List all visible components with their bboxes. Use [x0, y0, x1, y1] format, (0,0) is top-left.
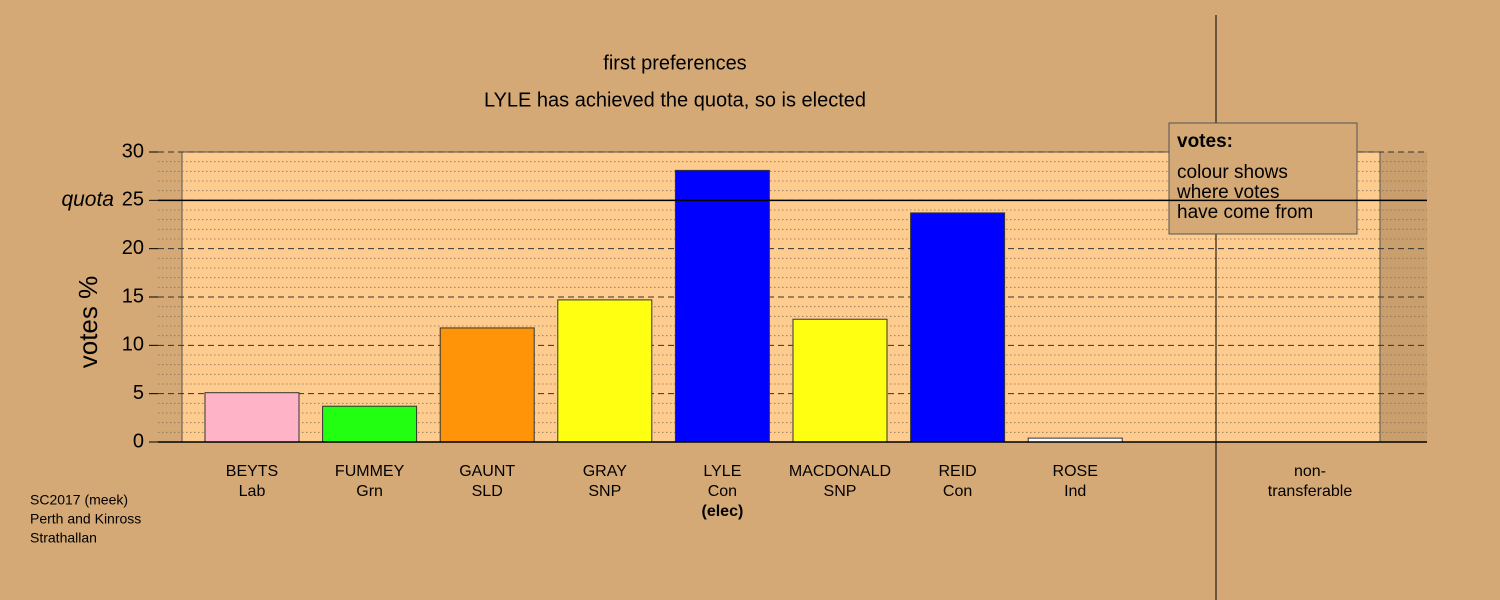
y-tick-label: 10	[122, 334, 144, 356]
x-tick-label: transferable	[1268, 483, 1353, 500]
x-tick-label: non-	[1294, 463, 1326, 480]
x-tick-label: (elec)	[702, 503, 744, 520]
legend-box	[1168, 122, 1358, 235]
bar	[439, 327, 535, 443]
legend-text: have come from	[1177, 202, 1313, 223]
footnote: SC2017 (meek)	[30, 492, 128, 508]
x-tick-label: ROSE	[1053, 463, 1098, 480]
bar	[674, 169, 770, 443]
quota-label: quota	[61, 188, 114, 211]
x-tick-label: Con	[708, 483, 737, 500]
x-tick-label: SLD	[472, 483, 503, 500]
y-tick-label: 20	[122, 237, 144, 259]
bar	[557, 299, 653, 443]
legend-title: votes:	[1177, 131, 1233, 152]
bar	[792, 318, 888, 443]
y-axis-label: votes %	[73, 276, 103, 369]
bar	[204, 392, 300, 443]
chart-title: first preferences	[603, 52, 746, 74]
y-tick-label: 25	[122, 189, 144, 211]
y-tick-label: 30	[122, 140, 144, 162]
bar	[322, 405, 418, 443]
bars	[204, 169, 1123, 443]
legend: votes: colour shows where votes have com…	[1168, 122, 1358, 235]
y-tick-label: 15	[122, 285, 144, 307]
legend-text: where votes	[1176, 182, 1279, 203]
bar	[910, 212, 1006, 443]
x-tick-label: GAUNT	[459, 463, 515, 480]
x-tick-label: Ind	[1064, 483, 1086, 500]
x-tick-label: Grn	[356, 483, 383, 500]
x-tick-label: LYLE	[703, 463, 741, 480]
x-tick-label: Lab	[239, 483, 266, 500]
x-tick-label: SNP	[588, 483, 621, 500]
x-tick-label: BEYTS	[226, 463, 278, 480]
y-tick-label: 5	[133, 382, 144, 404]
footnote: Strathallan	[30, 530, 97, 546]
y-tick-label: 0	[133, 430, 144, 452]
x-tick-label: Con	[943, 483, 972, 500]
footnote: Perth and Kinross	[30, 511, 141, 527]
x-tick-label: REID	[938, 463, 976, 480]
x-tick-label: GRAY	[583, 463, 627, 480]
x-tick-label: MACDONALD	[789, 463, 891, 480]
legend-text: colour shows	[1177, 162, 1288, 183]
chart-subtitle: LYLE has achieved the quota, so is elect…	[484, 89, 866, 111]
x-tick-label: FUMMEY	[335, 463, 405, 480]
x-tick-label: SNP	[824, 483, 857, 500]
